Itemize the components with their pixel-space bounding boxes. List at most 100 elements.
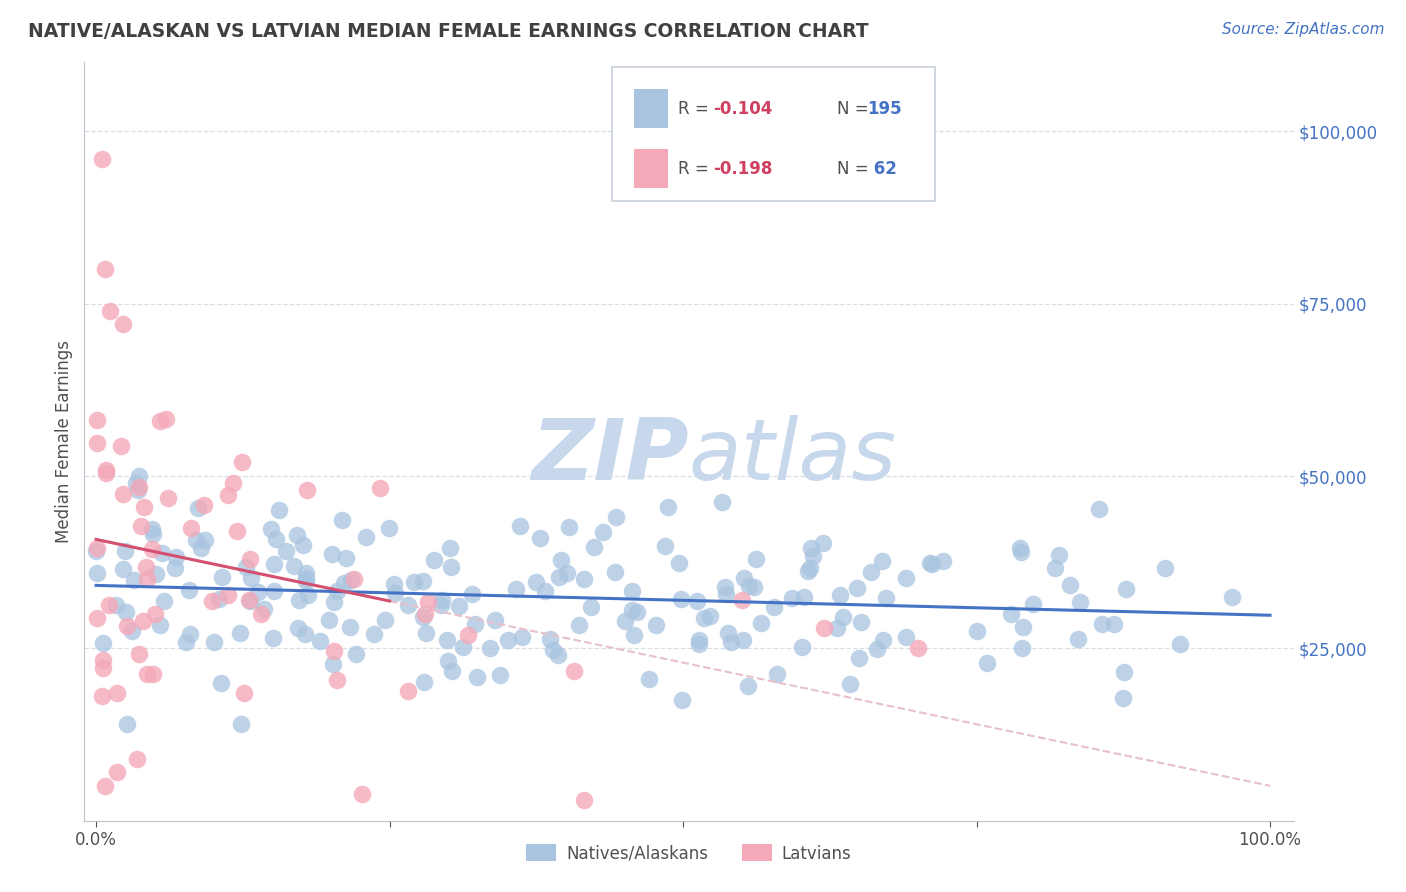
Point: [344, 647, 367, 661]
Point: [149, 414, 172, 428]
Point: [558, 519, 581, 533]
Point: [720, 635, 742, 649]
Point: [141, 541, 163, 556]
Point: [340, 574, 363, 588]
Point: [297, 483, 319, 497]
Text: N =: N =: [837, 100, 873, 118]
Point: [398, 598, 420, 612]
Point: [731, 632, 754, 647]
Y-axis label: Median Female Earnings: Median Female Earnings: [55, 340, 73, 543]
Point: [343, 573, 366, 587]
Point: [872, 633, 894, 648]
Point: [156, 491, 179, 506]
Point: [150, 546, 173, 560]
Point: [94, 467, 117, 481]
Point: [669, 591, 692, 606]
Point: [1047, 548, 1070, 562]
Point: [509, 518, 531, 533]
Point: [512, 631, 534, 645]
Point: [534, 584, 557, 599]
Point: [105, 686, 128, 700]
Point: [439, 541, 461, 556]
Point: [330, 513, 353, 527]
Point: [287, 621, 309, 635]
Point: [229, 626, 252, 640]
Point: [568, 617, 591, 632]
Point: [737, 579, 759, 593]
Point: [132, 500, 155, 514]
Text: atlas: atlas: [689, 415, 897, 499]
Point: [292, 538, 315, 552]
Point: [128, 480, 150, 494]
Point: [1043, 561, 1066, 575]
Point: [129, 519, 152, 533]
Text: 62: 62: [868, 160, 897, 178]
Point: [541, 643, 564, 657]
Point: [179, 627, 201, 641]
Point: [117, 618, 139, 632]
Point: [368, 481, 391, 495]
Point: [404, 575, 426, 590]
Point: [318, 613, 340, 627]
Point: [668, 557, 690, 571]
Point: [782, 591, 804, 605]
Point: [1115, 582, 1137, 596]
Point: [1011, 619, 1033, 633]
Point: [457, 627, 479, 641]
Point: [699, 609, 721, 624]
Point: [149, 617, 172, 632]
Point: [415, 626, 437, 640]
Point: [295, 574, 318, 589]
Point: [733, 571, 755, 585]
Point: [839, 677, 862, 691]
Point: [238, 593, 260, 607]
Point: [163, 560, 186, 574]
Point: [638, 673, 661, 687]
Point: [801, 549, 824, 563]
Point: [437, 654, 460, 668]
Point: [614, 614, 637, 628]
Point: [283, 558, 305, 573]
Point: [1168, 637, 1191, 651]
Point: [831, 610, 853, 624]
Point: [252, 601, 274, 615]
Point: [142, 527, 165, 541]
Point: [396, 684, 419, 698]
Point: [117, 717, 139, 731]
Point: [416, 595, 439, 609]
Text: -0.104: -0.104: [713, 100, 772, 118]
Point: [793, 590, 815, 604]
Point: [105, 765, 128, 780]
Point: [264, 532, 287, 546]
Point: [529, 531, 551, 545]
Point: [128, 469, 150, 483]
Point: [132, 614, 155, 628]
Point: [811, 536, 834, 550]
Point: [125, 475, 148, 490]
Point: [671, 693, 693, 707]
Point: [657, 500, 679, 514]
Point: [714, 587, 737, 601]
Point: [412, 574, 434, 589]
Point: [86, 413, 108, 427]
Point: [547, 569, 569, 583]
Point: [321, 547, 343, 561]
Point: [745, 551, 768, 566]
Point: [572, 793, 595, 807]
Point: [111, 562, 134, 576]
Point: [464, 616, 486, 631]
Point: [621, 603, 644, 617]
Point: [830, 588, 852, 602]
Point: [202, 635, 225, 649]
Point: [333, 575, 356, 590]
Point: [605, 509, 627, 524]
Text: -0.198: -0.198: [713, 160, 772, 178]
Point: [143, 607, 166, 621]
Point: [145, 567, 167, 582]
Point: [692, 611, 714, 625]
Point: [240, 571, 263, 585]
Point: [603, 565, 626, 579]
Point: [114, 544, 136, 558]
Point: [550, 553, 572, 567]
Point: [742, 580, 765, 594]
